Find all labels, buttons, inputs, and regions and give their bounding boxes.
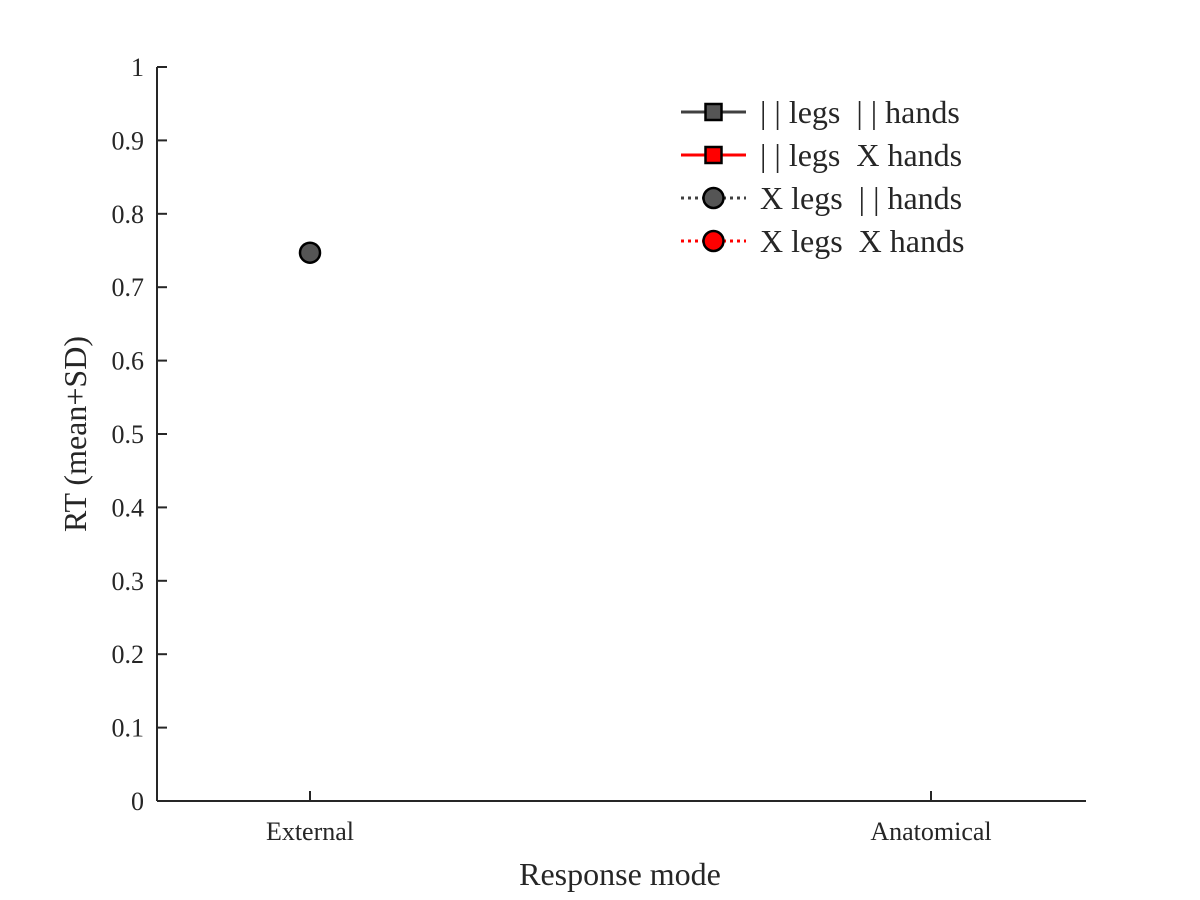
y-tick-label: 0 [131, 787, 144, 816]
x-tick-label: Anatomical [870, 817, 991, 846]
legend-marker [702, 186, 725, 210]
legend-label: X legs X hands [760, 223, 964, 259]
legend-marker [704, 145, 723, 165]
y-tick-label: 1 [131, 53, 144, 82]
y-tick-label: 0.1 [112, 714, 145, 743]
x-ticks: External Anatomical [266, 791, 992, 846]
legend-marker [702, 229, 725, 253]
y-tick-label: 0.9 [112, 126, 145, 155]
y-tick-label: 0.7 [112, 273, 145, 302]
y-tick-label: 0.5 [112, 420, 145, 449]
x-axis-title: Response mode [519, 856, 721, 892]
y-ticks: 0 0.1 0.2 0.3 0.4 0.5 0.6 0.7 0.8 0.9 1 [112, 53, 167, 816]
legend-marker [704, 102, 723, 122]
y-tick-label: 0.8 [112, 200, 145, 229]
x-tick-label: External [266, 817, 354, 846]
y-tick-label: 0.2 [112, 640, 145, 669]
legend: | | legs | | hands | | legs X hands X legs… [681, 94, 964, 259]
legend-label: | | legs X hands [760, 137, 962, 173]
data-marks [298, 241, 322, 264]
y-tick-label: 0.3 [112, 567, 145, 596]
y-axis-title: RT (mean+SD) [57, 336, 93, 532]
legend-label: | | legs | | hands [760, 94, 960, 130]
y-tick-label: 0.6 [112, 347, 145, 376]
axes [156, 67, 1086, 802]
y-tick-label: 0.4 [112, 493, 145, 522]
data-point [298, 241, 322, 264]
legend-label: X legs | | hands [760, 180, 962, 216]
